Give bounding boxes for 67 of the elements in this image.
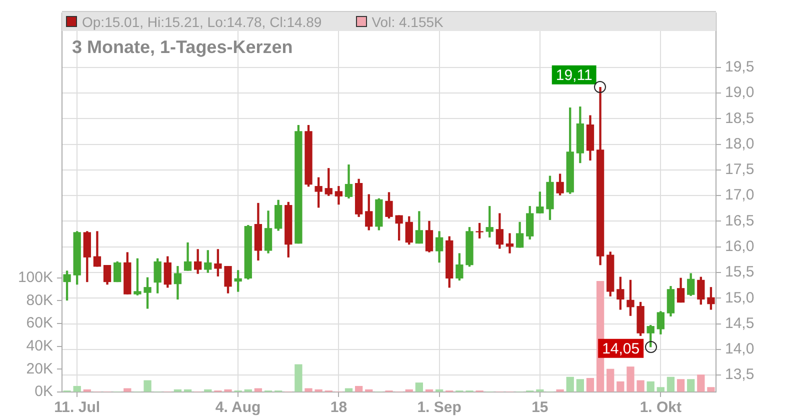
bar <box>354 386 363 392</box>
x-tick-label: 1. Okt <box>640 399 682 416</box>
annotation: Vol: 4.155K <box>372 14 444 30</box>
bar <box>666 376 675 392</box>
bar <box>83 389 91 392</box>
y-tick-label: 15,5 <box>725 264 754 281</box>
bar <box>174 389 182 392</box>
bar <box>344 388 353 392</box>
x-tick-label: 4. Aug <box>215 399 261 416</box>
y2-tick-label: 80K <box>26 292 53 309</box>
bar <box>636 380 644 392</box>
bar <box>566 376 574 392</box>
x-tick-label: 1. Sep <box>417 399 462 416</box>
y-tick-label: 13,5 <box>725 366 754 384</box>
bar <box>204 389 212 392</box>
annotation: Op:15.01, Hi:15.21, Lo:14.78, Cl:14.89 <box>82 14 322 30</box>
y2-tick-label: 40K <box>26 337 53 354</box>
bar <box>73 386 81 392</box>
x-tick-label: 11. Jul <box>54 399 100 416</box>
y-tick-label: 17,5 <box>725 161 754 178</box>
bar <box>676 379 685 392</box>
bar <box>124 388 132 392</box>
bar <box>576 379 584 392</box>
bar <box>244 389 252 392</box>
bar <box>425 389 434 392</box>
bar <box>656 387 664 392</box>
y2-tick-label: 100K <box>18 268 53 286</box>
bar <box>707 387 715 392</box>
y-tick-label: 18,0 <box>725 135 754 152</box>
bar <box>304 388 312 392</box>
annotation: 19,11 <box>556 67 592 84</box>
y-tick-label: 16,0 <box>725 238 754 256</box>
y2-tick-label: 20K <box>26 360 53 378</box>
bar <box>646 381 654 392</box>
bar <box>144 380 152 392</box>
bar <box>224 389 232 392</box>
bar <box>616 381 624 392</box>
bar <box>415 382 424 392</box>
y-tick-label: 15,0 <box>725 289 754 306</box>
bar <box>586 378 594 392</box>
x-tick-label: 18 <box>330 399 348 416</box>
bar <box>184 389 192 392</box>
bar <box>606 368 614 392</box>
bar <box>687 379 695 392</box>
bar <box>697 374 705 392</box>
bar <box>536 389 544 392</box>
annotation: 14,05 <box>602 340 640 358</box>
bar <box>435 389 444 392</box>
y-tick-label: 19,5 <box>725 58 754 76</box>
y2-tick-label: 60K <box>26 314 53 332</box>
candlestick <box>506 233 514 254</box>
bar <box>405 389 413 392</box>
x-tick-label: 15 <box>532 399 548 416</box>
bar <box>626 366 634 392</box>
y-tick-label: 14,5 <box>725 314 754 332</box>
bar <box>314 389 322 392</box>
y-tick-label: 18,5 <box>725 110 754 127</box>
bar <box>294 364 302 392</box>
y-tick-label: 14,0 <box>725 340 754 358</box>
bar <box>365 389 373 392</box>
y-tick-label: 19,0 <box>725 84 754 102</box>
y-tick-label: 16,5 <box>725 212 754 230</box>
text: 3 Monate, 1-Tages-Kerzen <box>72 37 293 58</box>
y-tick-label: 17,0 <box>725 186 754 204</box>
y2-tick-label: 0K <box>34 383 53 400</box>
bar <box>254 388 262 392</box>
bar <box>556 389 564 392</box>
